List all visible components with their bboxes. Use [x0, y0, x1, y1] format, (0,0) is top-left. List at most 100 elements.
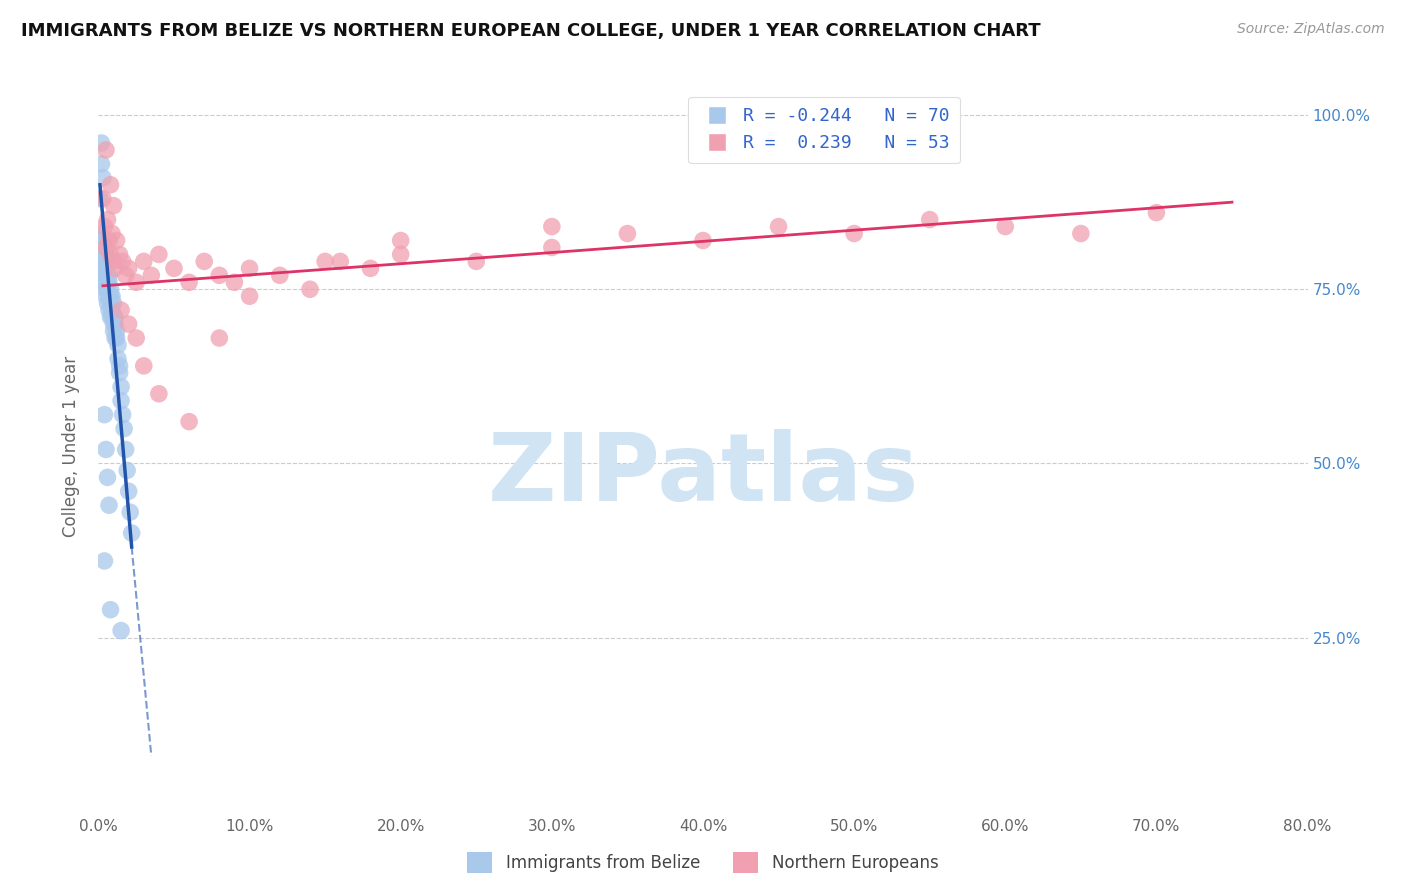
Point: [94, 442, 117, 457]
Point: [179, 415, 201, 429]
Point: [360, 261, 382, 276]
Point: [844, 227, 866, 241]
Point: [108, 359, 131, 373]
Point: [91, 261, 114, 276]
Point: [768, 219, 790, 234]
Point: [299, 282, 322, 296]
Point: [93, 261, 115, 276]
Point: [100, 282, 122, 296]
Point: [105, 324, 128, 338]
Point: [96, 296, 118, 310]
Point: [108, 366, 131, 380]
Point: [110, 303, 132, 318]
Point: [114, 442, 136, 457]
Point: [1070, 227, 1092, 241]
Point: [179, 275, 201, 289]
Point: [90, 261, 112, 276]
Point: [98, 498, 121, 512]
Point: [103, 199, 125, 213]
Point: [104, 317, 127, 331]
Point: [148, 247, 170, 261]
Text: IMMIGRANTS FROM BELIZE VS NORTHERN EUROPEAN COLLEGE, UNDER 1 YEAR CORRELATION CH: IMMIGRANTS FROM BELIZE VS NORTHERN EUROP…: [21, 22, 1040, 40]
Point: [94, 275, 117, 289]
Point: [100, 603, 122, 617]
Text: ZIPatlas: ZIPatlas: [488, 429, 918, 521]
Point: [110, 393, 132, 408]
Point: [1144, 205, 1167, 219]
Point: [163, 261, 186, 276]
Legend: R = -0.244   N = 70, R =  0.239   N = 53: R = -0.244 N = 70, R = 0.239 N = 53: [689, 96, 960, 163]
Point: [89, 227, 111, 241]
Point: [100, 247, 122, 261]
Point: [101, 310, 124, 325]
Point: [104, 310, 127, 325]
Point: [465, 254, 488, 268]
Point: [93, 240, 115, 254]
Point: [104, 331, 127, 345]
Point: [141, 268, 163, 283]
Point: [90, 247, 112, 261]
Point: [111, 408, 134, 422]
Point: [110, 624, 132, 638]
Point: [104, 261, 127, 276]
Point: [94, 268, 117, 283]
Point: [118, 317, 141, 331]
Point: [100, 296, 122, 310]
Point: [314, 254, 336, 268]
Point: [208, 268, 231, 283]
Point: [93, 554, 115, 568]
Point: [90, 234, 112, 248]
Point: [98, 268, 121, 283]
Point: [98, 303, 121, 318]
Point: [91, 170, 114, 185]
Point: [93, 268, 115, 283]
Point: [616, 227, 638, 241]
Point: [239, 261, 262, 276]
Point: [96, 282, 118, 296]
Point: [96, 254, 118, 268]
Point: [107, 338, 129, 352]
Point: [108, 247, 131, 261]
Point: [107, 351, 129, 366]
Point: [132, 359, 155, 373]
Point: [100, 289, 122, 303]
Point: [103, 296, 125, 310]
Point: [91, 247, 114, 261]
Point: [91, 234, 114, 248]
Point: [101, 303, 124, 318]
Point: [103, 324, 125, 338]
Point: [121, 526, 143, 541]
Point: [98, 275, 121, 289]
Point: [239, 289, 262, 303]
Point: [100, 310, 122, 325]
Point: [94, 261, 117, 276]
Point: [94, 143, 117, 157]
Point: [93, 408, 115, 422]
Point: [90, 254, 112, 268]
Point: [96, 275, 118, 289]
Point: [389, 247, 412, 261]
Point: [540, 240, 562, 254]
Point: [103, 254, 125, 268]
Text: Source: ZipAtlas.com: Source: ZipAtlas.com: [1237, 22, 1385, 37]
Point: [208, 331, 231, 345]
Point: [125, 275, 148, 289]
Point: [112, 421, 135, 435]
Point: [94, 289, 117, 303]
Point: [125, 331, 148, 345]
Point: [94, 247, 117, 261]
Point: [120, 505, 142, 519]
Point: [90, 157, 112, 171]
Point: [540, 219, 562, 234]
Point: [115, 463, 138, 477]
Point: [994, 219, 1017, 234]
Point: [101, 227, 124, 241]
Point: [105, 331, 128, 345]
Point: [101, 289, 124, 303]
Point: [94, 282, 117, 296]
Point: [148, 386, 170, 401]
Legend: Immigrants from Belize, Northern Europeans: Immigrants from Belize, Northern Europea…: [461, 846, 945, 880]
Point: [90, 136, 112, 150]
Point: [103, 310, 125, 325]
Point: [224, 275, 246, 289]
